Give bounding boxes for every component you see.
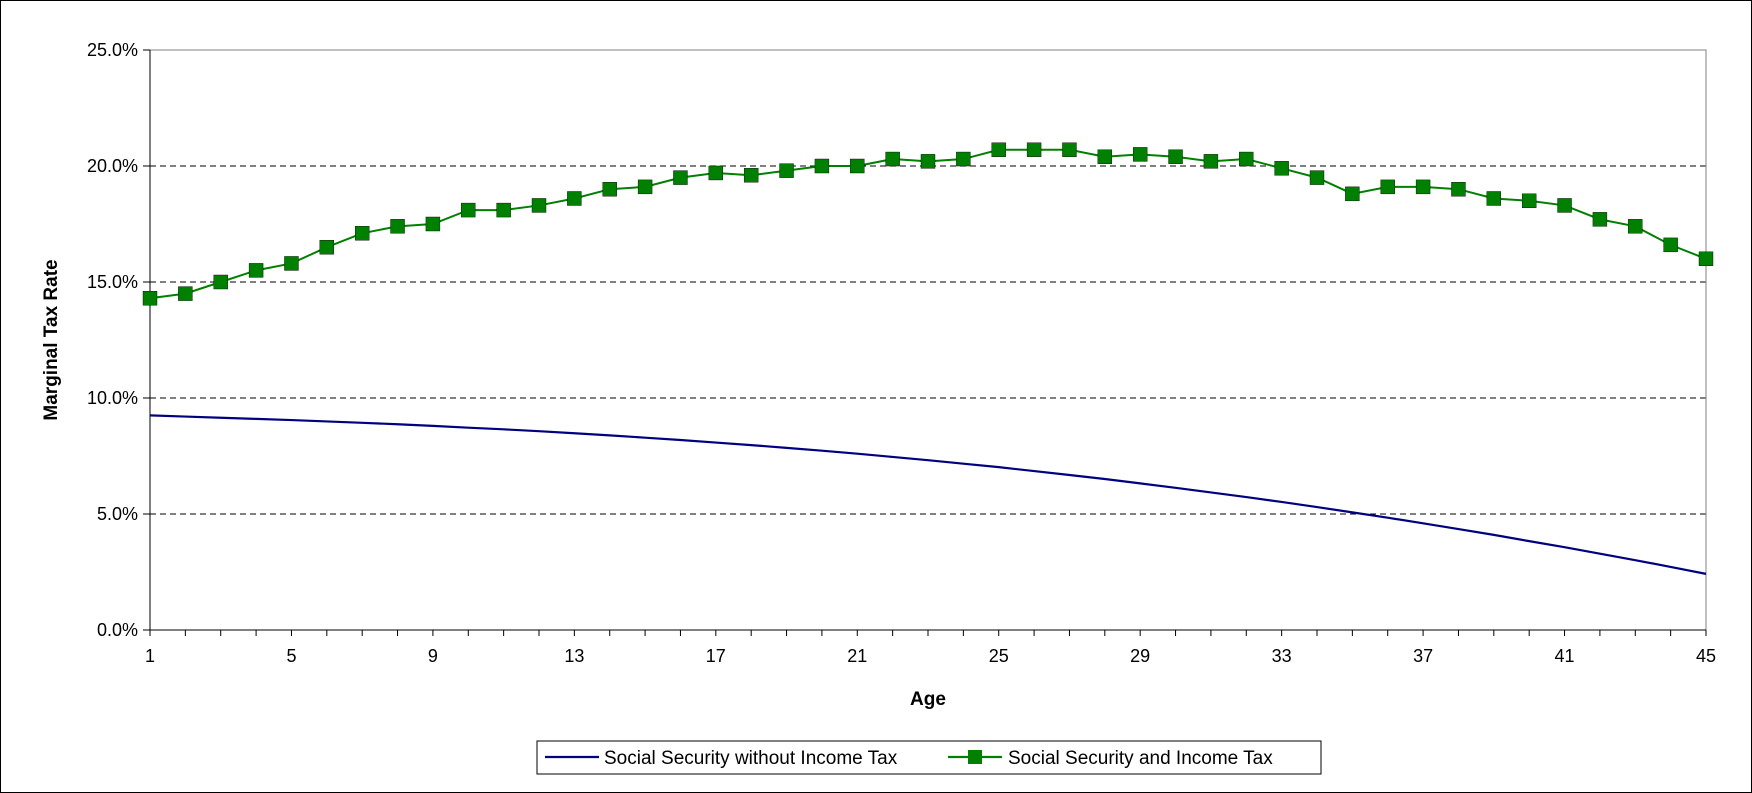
data-point-marker — [1132, 147, 1148, 162]
data-point-marker — [1592, 212, 1608, 227]
legend-box — [536, 740, 1322, 775]
data-point-marker — [1698, 251, 1714, 267]
series-2 — [142, 142, 1714, 306]
x-tick-label: 41 — [1555, 646, 1575, 666]
y-tick-label: 15.0% — [87, 272, 138, 292]
series-1 — [149, 414, 1707, 575]
data-point-marker — [567, 191, 582, 206]
data-point-marker — [1380, 179, 1395, 195]
x-tick-label: 9 — [428, 646, 438, 666]
data-point-marker — [637, 179, 653, 195]
data-point-marker — [1309, 170, 1325, 185]
plot-area-border — [149, 49, 1707, 631]
series-line — [149, 414, 1707, 575]
y-tick-label: 0.0% — [97, 620, 138, 640]
data-point-marker — [1486, 191, 1502, 206]
data-point-marker — [248, 263, 264, 278]
x-tick-label: 45 — [1696, 646, 1716, 666]
data-point-marker — [284, 256, 299, 271]
x-axis-title: Age — [910, 689, 946, 710]
data-point-marker — [779, 163, 794, 178]
data-point-marker — [1168, 149, 1183, 164]
y-tick-label: 5.0% — [97, 504, 138, 524]
data-point-marker — [496, 202, 511, 218]
y-tick-label: 20.0% — [87, 156, 138, 176]
data-point-marker — [743, 168, 759, 183]
data-point-marker — [319, 239, 335, 255]
data-point-marker — [673, 170, 688, 185]
data-point-marker — [1062, 142, 1077, 157]
data-point-marker — [850, 158, 865, 174]
data-point-marker — [390, 219, 405, 234]
series-line — [149, 148, 1707, 300]
x-tick-label: 29 — [1130, 646, 1150, 666]
legend-items: Social Security without Income Tax Social… — [545, 748, 1273, 769]
y-tick-label: 10.0% — [87, 388, 138, 408]
legend-item: Social Security and Income Tax — [948, 748, 1273, 769]
x-tick-label: 37 — [1413, 646, 1433, 666]
x-tick-label: 17 — [706, 646, 726, 666]
data-point-marker — [461, 202, 476, 218]
data-point-marker — [885, 151, 900, 167]
data-point-marker — [1663, 237, 1678, 253]
x-tick-label: 25 — [989, 646, 1009, 666]
data-point-marker — [142, 291, 158, 306]
data-point-marker — [1557, 198, 1572, 213]
legend: Social Security without Income Tax Social… — [536, 740, 1322, 775]
data-point-marker — [425, 216, 441, 232]
gridlines — [150, 49, 1706, 515]
data-point-marker — [1203, 154, 1219, 169]
legend-marker — [968, 750, 982, 764]
data-point-marker — [708, 165, 724, 181]
data-point-marker — [531, 198, 547, 213]
data-point-marker — [213, 274, 228, 290]
series — [142, 142, 1714, 575]
data-point-marker — [1097, 149, 1113, 164]
data-point-marker — [1415, 179, 1431, 195]
data-point-marker — [991, 142, 1006, 157]
data-point-marker — [602, 181, 617, 197]
x-axis: 1 5 9 13 17 21 25 29 33 37 41 45 — [145, 629, 1716, 666]
y-axis: 0.0% 5.0% 10.0% 15.0% 20.0% 25.0% — [87, 40, 151, 640]
data-point-marker — [1274, 161, 1289, 176]
legend-item: Social Security without Income Tax — [545, 748, 898, 769]
data-point-marker — [1026, 142, 1042, 157]
data-point-marker — [1451, 181, 1466, 197]
data-point-marker — [920, 154, 936, 169]
data-point-marker — [178, 286, 193, 301]
y-tick-label: 25.0% — [87, 40, 138, 60]
x-tick-label: 1 — [145, 646, 155, 666]
x-tick-label: 33 — [1272, 646, 1292, 666]
data-point-marker — [814, 158, 830, 174]
x-tick-label: 21 — [847, 646, 867, 666]
data-point-marker — [956, 151, 971, 167]
x-tick-label: 5 — [286, 646, 296, 666]
x-tick-label: 13 — [564, 646, 584, 666]
data-point-marker — [1521, 193, 1537, 209]
data-point-marker — [1345, 186, 1360, 202]
data-point-marker — [1239, 151, 1254, 167]
y-axis-title: Marginal Tax Rate — [41, 259, 62, 420]
data-point-marker — [1628, 219, 1643, 234]
data-point-marker — [354, 226, 370, 241]
legend-label: Social Security without Income Tax — [604, 748, 898, 769]
legend-label: Social Security and Income Tax — [1008, 748, 1273, 769]
